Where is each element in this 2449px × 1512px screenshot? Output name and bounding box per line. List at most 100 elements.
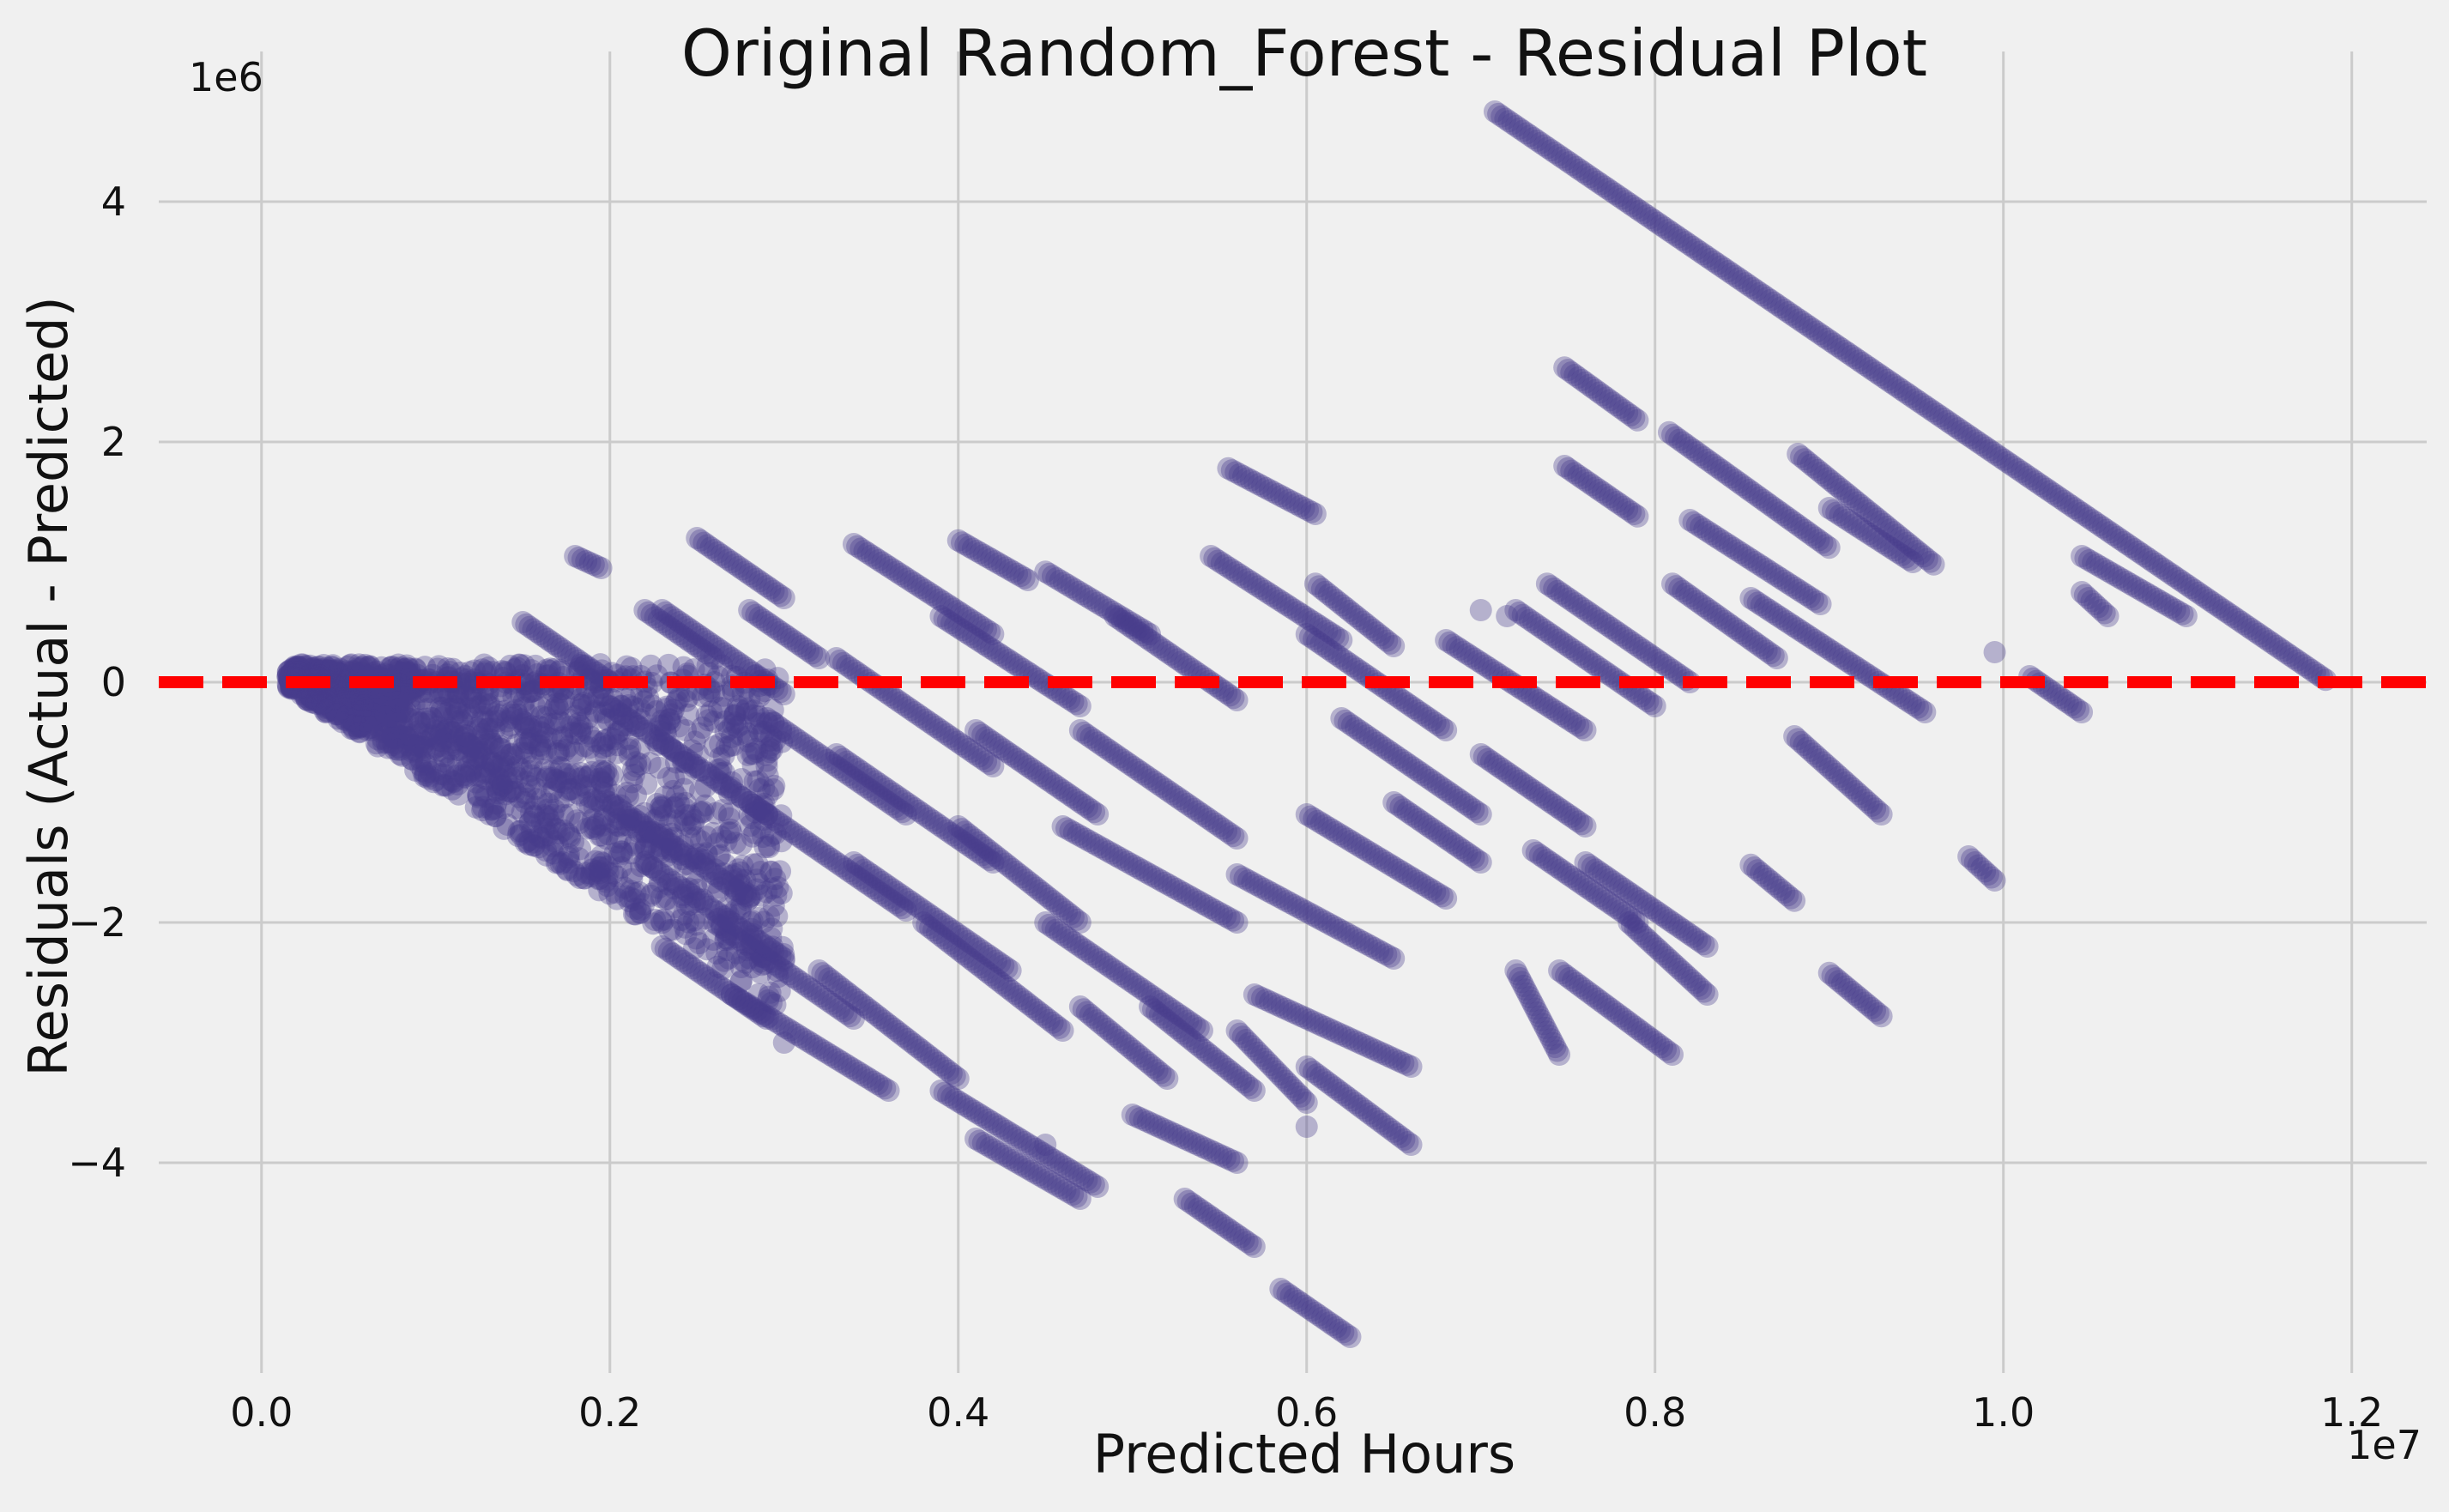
scatter-point <box>396 661 419 684</box>
scatter-point <box>431 717 454 741</box>
scatter-point <box>311 686 334 709</box>
scatter-point <box>2096 605 2119 627</box>
scatter-point <box>1225 1152 1249 1174</box>
scatter-point <box>325 669 348 692</box>
scatter-point <box>458 661 481 684</box>
scatter-point <box>329 692 352 715</box>
scatter-point <box>535 706 558 729</box>
scatter-point <box>1016 569 1039 591</box>
scatter-point <box>645 664 668 687</box>
scatter-point <box>510 823 533 846</box>
scatter-point <box>715 829 738 852</box>
scatter-point <box>705 941 729 965</box>
scatter-point <box>655 722 678 745</box>
x-tick-label: 0.8 <box>1624 1389 1686 1436</box>
scatter-point <box>348 721 372 744</box>
scatter-point <box>674 916 697 939</box>
scatter-point <box>319 696 342 719</box>
scatter-point <box>488 735 511 758</box>
scatter-point <box>356 702 379 725</box>
scatter-point <box>442 770 465 793</box>
scatter-point <box>435 718 458 741</box>
scatter-point <box>650 911 674 934</box>
scatter-point <box>413 765 436 788</box>
scatter-point <box>1068 1188 1091 1210</box>
scatter-point <box>429 696 452 719</box>
scatter-point <box>390 724 413 747</box>
scatter-point <box>728 868 751 891</box>
scatter-point <box>662 767 686 790</box>
scatter-point <box>590 824 614 847</box>
scatter-point <box>478 761 501 784</box>
scatter-point <box>331 664 354 687</box>
scatter-point <box>598 882 621 905</box>
scatter-point <box>1817 536 1841 559</box>
scatter-point <box>602 811 625 834</box>
scatter-point <box>408 711 431 734</box>
scatter-point <box>662 796 685 820</box>
scatter-point <box>326 659 349 682</box>
scatter-point <box>650 823 674 846</box>
scatter-point <box>638 752 662 775</box>
scatter-point <box>340 717 363 741</box>
scatter-point <box>330 686 353 709</box>
scatter-point <box>639 831 662 854</box>
scatter-point <box>662 740 686 763</box>
scatter-point <box>707 907 730 930</box>
scatter-point <box>602 688 625 711</box>
scatter-point <box>1034 1134 1057 1156</box>
scatter-point <box>606 865 629 888</box>
scatter-point <box>458 764 481 787</box>
scatter-point <box>487 782 510 805</box>
scatter-point <box>564 705 587 728</box>
scatter-point <box>606 734 629 757</box>
scatter-point <box>573 735 596 758</box>
scatter-point <box>547 739 570 762</box>
scatter-point <box>374 710 397 733</box>
scatter-point <box>444 765 468 788</box>
scatter-point <box>727 695 750 718</box>
scatter-point <box>601 794 624 817</box>
scatter-point <box>657 828 680 851</box>
scatter-point <box>753 910 776 934</box>
scatter-point <box>606 722 629 745</box>
scatter-points <box>276 100 2337 1348</box>
scatter-point <box>772 943 795 966</box>
scatter-point <box>759 981 782 1004</box>
scatter-point <box>401 740 424 763</box>
scatter-point <box>345 703 368 726</box>
scatter-point <box>565 863 589 886</box>
scatter-point <box>1400 1134 1423 1156</box>
scatter-point <box>344 701 367 724</box>
scatter-point <box>496 813 519 836</box>
scatter-point <box>398 695 421 718</box>
scatter-point <box>730 833 753 856</box>
scatter-point <box>294 655 317 678</box>
scatter-point <box>348 720 372 743</box>
scatter-point <box>471 799 494 822</box>
scatter-point <box>395 683 418 706</box>
scatter-point <box>724 883 747 906</box>
scatter-point <box>645 793 668 816</box>
scatter-point <box>548 692 571 715</box>
scatter-point <box>730 948 753 971</box>
scatter-point <box>386 689 409 712</box>
scatter-point <box>427 729 450 752</box>
x-tick-label: 0.2 <box>578 1389 641 1436</box>
scatter-point <box>382 732 405 755</box>
y-tick-label: 2 <box>101 419 126 465</box>
scatter-point <box>518 680 541 704</box>
scatter-point <box>312 654 336 677</box>
scatter-point <box>757 833 780 856</box>
scatter-point <box>734 868 757 892</box>
scatter-point <box>1496 605 1519 627</box>
scatter-point <box>755 1007 778 1030</box>
scatter-point <box>629 901 652 924</box>
scatter-point <box>744 737 767 760</box>
scatter-point <box>513 654 536 677</box>
scatter-point <box>440 731 463 754</box>
scatter-point <box>660 839 683 862</box>
scatter-point <box>454 766 477 789</box>
scatter-point <box>678 892 701 916</box>
scatter-point <box>326 671 349 694</box>
